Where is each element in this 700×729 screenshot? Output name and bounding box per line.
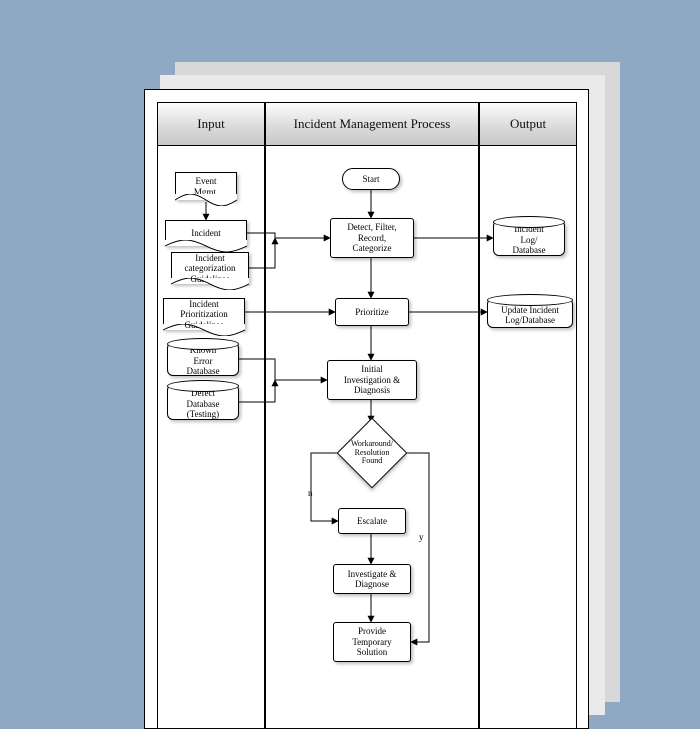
node-invdiag: Investigate & Diagnose bbox=[333, 564, 411, 594]
doc-wave bbox=[165, 240, 247, 252]
node-incdb: Incident Log/ Database bbox=[493, 220, 565, 256]
node-incident: Incident bbox=[165, 220, 247, 246]
nodes-layer: Event Mgmt. Incident Incident categorizati… bbox=[157, 102, 576, 728]
node-escalate: Escalate bbox=[338, 508, 406, 534]
node-detect: Detect, Filter, Record, Categorize bbox=[330, 218, 414, 258]
node-evmgmt: Event Mgmt. bbox=[175, 172, 237, 200]
diagram-canvas: Input Incident Management Process Output… bbox=[157, 102, 576, 728]
doc-wave bbox=[175, 194, 237, 206]
node-updincdb: Update Incident Log/Database bbox=[487, 298, 573, 328]
node-prioguide: Incident Prioritization Guidelines bbox=[163, 298, 245, 330]
node-defdb: Defect Database (Testing) bbox=[167, 384, 239, 420]
node-kedb: Known Error Database bbox=[167, 342, 239, 376]
node-label: Workaround/ Resolution Found bbox=[348, 429, 396, 477]
node-prioritize: Prioritize bbox=[335, 298, 409, 326]
node-initdiag: Initial Investigation & Diagnosis bbox=[327, 360, 417, 400]
edge-label: n bbox=[308, 488, 313, 498]
edge-label: y bbox=[419, 532, 424, 542]
doc-wave bbox=[171, 278, 249, 290]
node-start: Start bbox=[342, 168, 400, 190]
node-catguide: Incident categorization Guidelines bbox=[171, 252, 249, 284]
doc-wave bbox=[163, 324, 245, 336]
node-provide: Provide Temporary Solution bbox=[333, 622, 411, 662]
node-decision: Workaround/ Resolution Found bbox=[337, 418, 408, 489]
page-front: Input Incident Management Process Output… bbox=[144, 89, 589, 729]
